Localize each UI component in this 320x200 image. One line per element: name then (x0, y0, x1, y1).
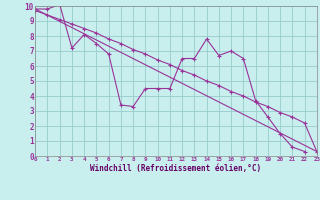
X-axis label: Windchill (Refroidissement éolien,°C): Windchill (Refroidissement éolien,°C) (91, 164, 261, 173)
